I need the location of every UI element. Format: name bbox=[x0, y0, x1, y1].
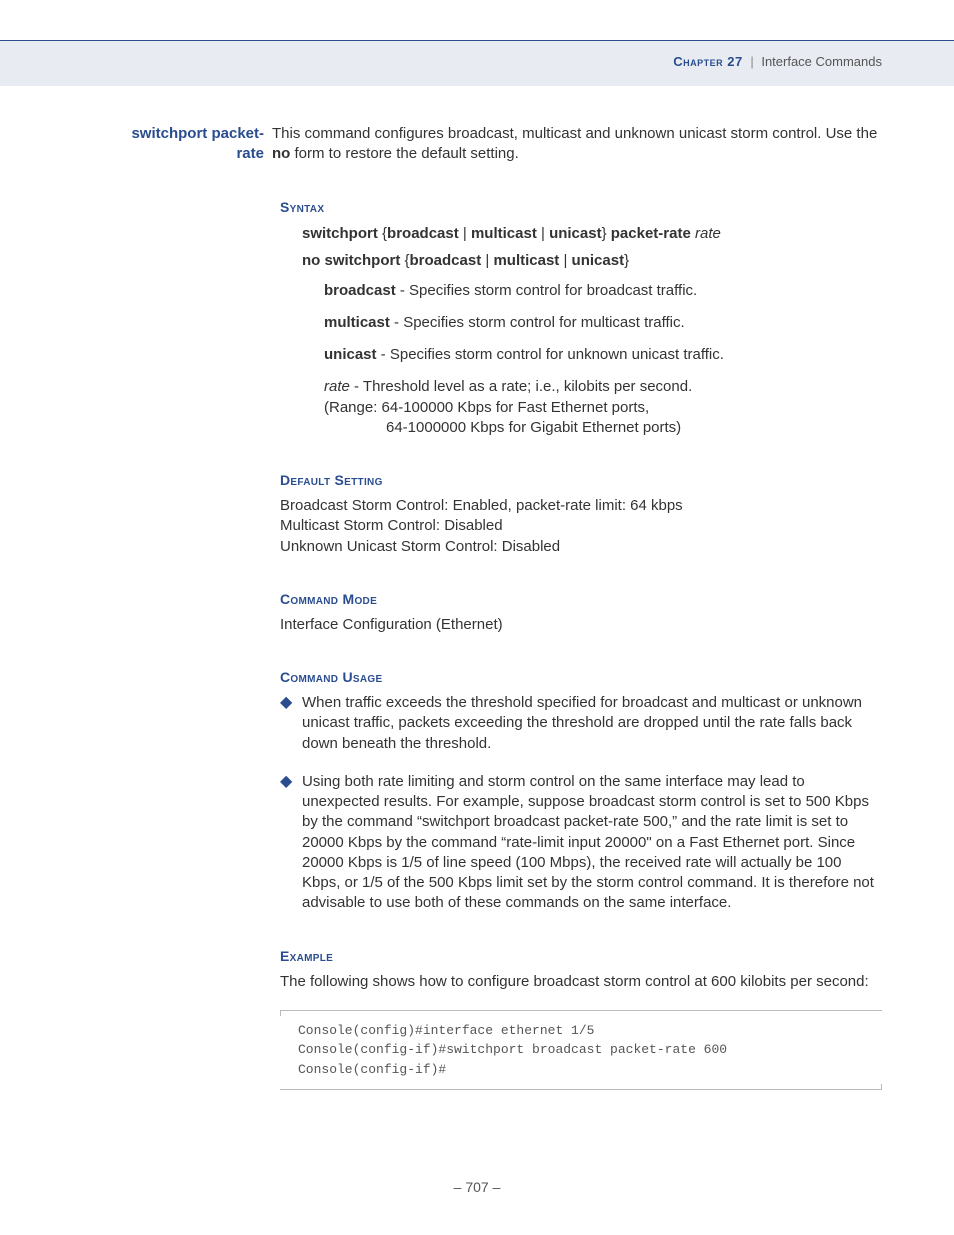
code-corner-tl bbox=[280, 1010, 286, 1016]
header-pipe: | bbox=[750, 54, 753, 69]
param-broadcast: broadcast - Specifies storm control for … bbox=[324, 281, 882, 301]
param-multicast: multicast - Specifies storm control for … bbox=[324, 313, 882, 333]
code-corner-br bbox=[876, 1084, 882, 1090]
syntax-heading: Syntax bbox=[280, 199, 882, 215]
intro-p1: This command configures broadcast, multi… bbox=[272, 125, 877, 142]
page-number: – 707 – bbox=[454, 1179, 501, 1195]
code-line: Console(config-if)# bbox=[298, 1060, 882, 1080]
intro-bold: no bbox=[272, 145, 290, 162]
main-column: Syntax switchport {broadcast | multicast… bbox=[280, 199, 882, 1091]
command-mode-body: Interface Configuration (Ethernet) bbox=[280, 615, 882, 635]
default-setting-body: Broadcast Storm Control: Enabled, packet… bbox=[280, 496, 882, 557]
param-unicast: unicast - Specifies storm control for un… bbox=[324, 345, 882, 365]
command-mode-heading: Command Mode bbox=[280, 591, 882, 607]
diamond-bullet-icon: ◆ bbox=[280, 772, 302, 914]
section-label: Interface Commands bbox=[761, 54, 882, 69]
page-content: switchport packet- rate This command con… bbox=[96, 124, 882, 1090]
side-label-l2: rate bbox=[236, 145, 264, 162]
default-setting-heading: Default Setting bbox=[280, 472, 882, 488]
chapter-label: Chapter 27 bbox=[673, 54, 742, 69]
page-header-band: Chapter 27 | Interface Commands bbox=[0, 40, 954, 86]
diamond-bullet-icon: ◆ bbox=[280, 693, 302, 754]
syntax-line-1: switchport {broadcast | multicast | unic… bbox=[302, 225, 882, 242]
example-intro: The following shows how to configure bro… bbox=[280, 972, 882, 992]
code-line: Console(config)#interface ethernet 1/5 bbox=[298, 1021, 882, 1041]
param-rate: rate - Threshold level as a rate; i.e., … bbox=[324, 377, 882, 438]
intro-p2: form to restore the default setting. bbox=[290, 145, 518, 162]
usage-bullet-1: ◆ When traffic exceeds the threshold spe… bbox=[280, 693, 882, 754]
page-footer: – 707 – bbox=[0, 1179, 954, 1195]
usage-bullet-2: ◆ Using both rate limiting and storm con… bbox=[280, 772, 882, 914]
command-name-label: switchport packet- rate bbox=[96, 124, 272, 165]
syntax-line-2: no switchport {broadcast | multicast | u… bbox=[302, 252, 882, 269]
intro-row: switchport packet- rate This command con… bbox=[96, 124, 882, 165]
example-code-block: Console(config)#interface ethernet 1/5 C… bbox=[280, 1010, 882, 1091]
intro-text: This command configures broadcast, multi… bbox=[272, 124, 882, 165]
command-usage-heading: Command Usage bbox=[280, 669, 882, 685]
example-heading: Example bbox=[280, 948, 882, 964]
side-label-l1: switchport packet- bbox=[131, 125, 264, 142]
code-line: Console(config-if)#switchport broadcast … bbox=[298, 1040, 882, 1060]
page-header-text: Chapter 27 | Interface Commands bbox=[673, 54, 882, 69]
